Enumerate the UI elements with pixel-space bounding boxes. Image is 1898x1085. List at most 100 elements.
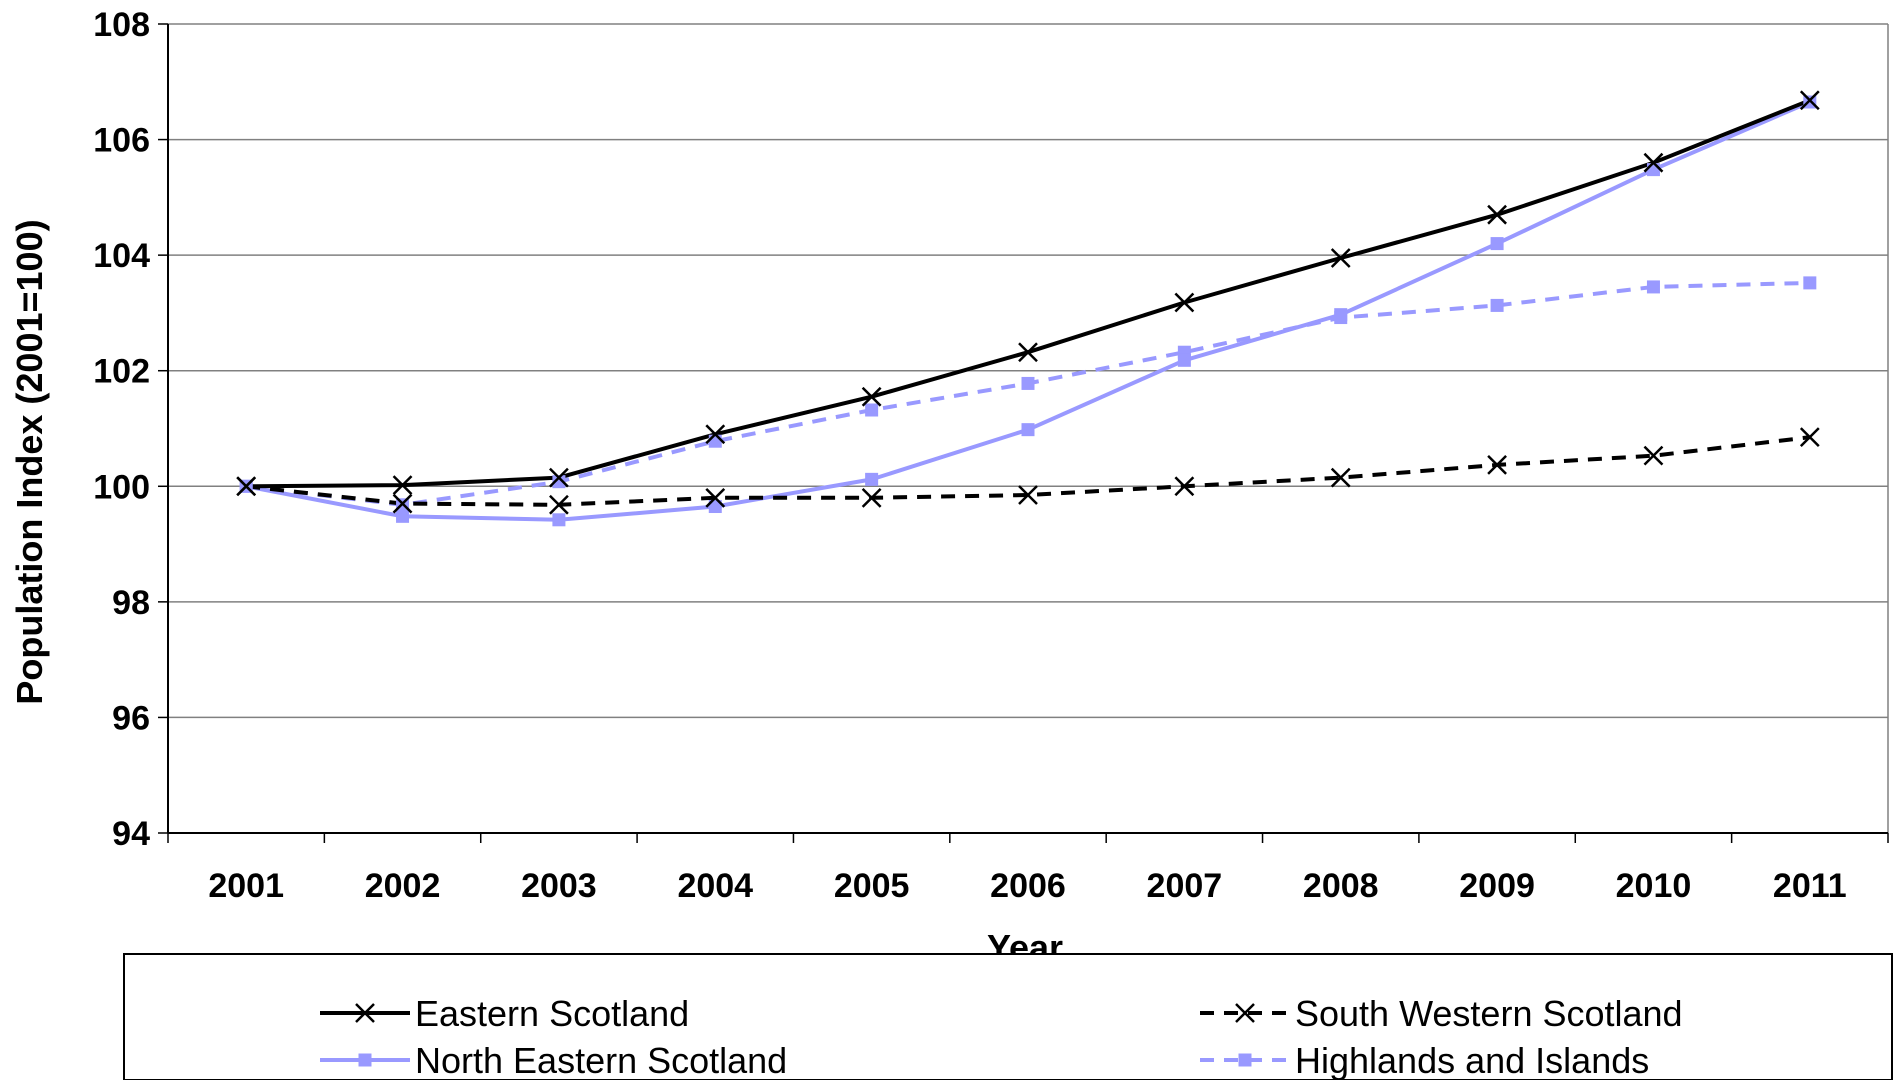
data-point-highlands-and-islands <box>1490 298 1504 312</box>
marker-stroke <box>1174 292 1195 313</box>
marker-stroke <box>549 494 569 515</box>
marker-stroke <box>1174 476 1195 497</box>
axes <box>158 23 1889 843</box>
marker-stroke <box>1330 248 1351 268</box>
data-point-south-western-scotland <box>1018 485 1038 505</box>
y-tick-label: 96 <box>112 699 150 737</box>
data-point-eastern-scotland <box>549 467 569 488</box>
legend-item-highlands-and-islands: Highlands and Islands <box>1200 1040 1649 1081</box>
gridlines <box>168 23 1889 833</box>
data-point-eastern-scotland <box>1018 342 1038 363</box>
x-tick-label: 2008 <box>1303 867 1379 905</box>
legend-item-north-eastern-scotland: North Eastern Scotland <box>320 1040 787 1081</box>
data-point-eastern-scotland <box>1799 90 1820 111</box>
x-tick-label: 2004 <box>677 867 753 905</box>
data-point-north-eastern-scotland <box>396 509 410 523</box>
y-tick-label: 98 <box>112 584 150 622</box>
legend-item-south-western-scotland: South Western Scotland <box>1200 993 1683 1034</box>
data-point-highlands-and-islands <box>1803 276 1817 290</box>
marker-stroke <box>1018 342 1038 363</box>
marker-stroke <box>1235 1003 1255 1023</box>
marker-stroke <box>861 487 882 508</box>
marker-stroke <box>705 424 726 445</box>
y-tick-label: 104 <box>93 237 150 275</box>
marker-stroke <box>1799 90 1820 111</box>
legend-label: Highlands and Islands <box>1295 1040 1649 1080</box>
marker-stroke <box>1643 445 1664 466</box>
x-tick-labels: 2001 2002 2003 2004 2005 2006 2007 2008 2009 2010… <box>208 867 1846 905</box>
marker-stroke <box>1487 204 1507 225</box>
data-point-eastern-scotland <box>392 475 413 496</box>
legend-label: North Eastern Scotland <box>415 1040 787 1080</box>
data-point-north-eastern-scotland <box>1177 353 1191 367</box>
data-point-south-western-scotland <box>861 487 882 508</box>
y-tick-label: 100 <box>93 468 150 506</box>
legend-swatch-marker <box>1238 1053 1252 1067</box>
marker-stroke <box>236 476 257 497</box>
data-point-highlands-and-islands <box>865 403 879 417</box>
data-point-north-eastern-scotland <box>865 472 879 486</box>
data-point-north-eastern-scotland <box>708 500 722 514</box>
x-tick-label: 2006 <box>990 867 1066 905</box>
data-point-north-eastern-scotland <box>1334 308 1348 322</box>
marker-stroke <box>1330 467 1351 488</box>
data-point-south-western-scotland <box>1330 467 1351 488</box>
y-tick-labels: 94 96 98 100 102 104 106 108 <box>93 6 150 853</box>
x-tick-label: 2003 <box>521 867 597 905</box>
series-line-south-western-scotland <box>245 435 1811 507</box>
data-point-north-eastern-scotland <box>552 513 566 527</box>
x-tick-label: 2007 <box>1147 867 1223 905</box>
x-tick-label: 2002 <box>365 867 441 905</box>
legend-swatch-marker <box>1235 1003 1255 1023</box>
x-tick-label: 2001 <box>208 867 284 905</box>
marker-stroke <box>1018 485 1038 505</box>
marker-stroke <box>1643 152 1664 173</box>
marker-stroke <box>705 487 726 508</box>
legend-label: Eastern Scotland <box>415 993 689 1034</box>
series-markers-eastern-scotland <box>236 90 1820 497</box>
x-tick-label: 2010 <box>1616 867 1692 905</box>
data-point-eastern-scotland <box>1643 152 1664 173</box>
series-markers <box>236 90 1820 527</box>
data-point-south-western-scotland <box>1174 476 1195 497</box>
marker-stroke <box>1799 427 1820 448</box>
data-point-highlands-and-islands <box>1646 280 1660 294</box>
data-point-north-eastern-scotland <box>1021 423 1035 437</box>
x-tick-label: 2011 <box>1773 867 1847 905</box>
marker-stroke <box>1487 455 1507 475</box>
series-markers-south-western-scotland <box>236 427 1820 515</box>
marker-stroke <box>392 475 413 496</box>
data-point-highlands-and-islands <box>1021 376 1035 390</box>
data-point-south-western-scotland <box>549 494 569 515</box>
data-point-eastern-scotland <box>236 476 257 497</box>
data-point-eastern-scotland <box>705 424 726 445</box>
data-point-south-western-scotland <box>1487 455 1507 475</box>
y-tick-label: 106 <box>93 122 150 160</box>
x-tick-label: 2005 <box>834 867 910 905</box>
data-point-south-western-scotland <box>1643 445 1664 466</box>
legend-swatch-marker <box>355 1003 375 1023</box>
data-point-eastern-scotland <box>1174 292 1195 313</box>
data-point-highlands-and-islands <box>552 475 566 489</box>
data-point-north-eastern-scotland <box>1490 237 1504 251</box>
data-point-highlands-and-islands <box>708 434 722 448</box>
legend-swatch-marker <box>358 1053 372 1067</box>
legend: Eastern Scotland South Western Scotland No… <box>123 953 1893 1081</box>
data-point-south-western-scotland <box>392 493 413 514</box>
data-point-eastern-scotland <box>1330 248 1351 268</box>
marker-stroke <box>355 1003 375 1023</box>
data-point-north-eastern-scotland <box>1646 163 1660 177</box>
y-tick-label: 108 <box>93 6 150 44</box>
data-point-south-western-scotland <box>1799 427 1820 448</box>
data-point-south-western-scotland <box>705 487 726 508</box>
marker-stroke <box>392 493 413 514</box>
marker-stroke <box>549 467 569 488</box>
y-tick-label: 94 <box>112 815 150 853</box>
marker-stroke <box>861 386 882 407</box>
y-tick-label: 102 <box>93 353 150 391</box>
y-axis-title: Population Index (2001=100) <box>9 219 50 704</box>
legend-item-eastern-scotland: Eastern Scotland <box>320 993 689 1034</box>
x-tick-label: 2009 <box>1459 867 1535 905</box>
